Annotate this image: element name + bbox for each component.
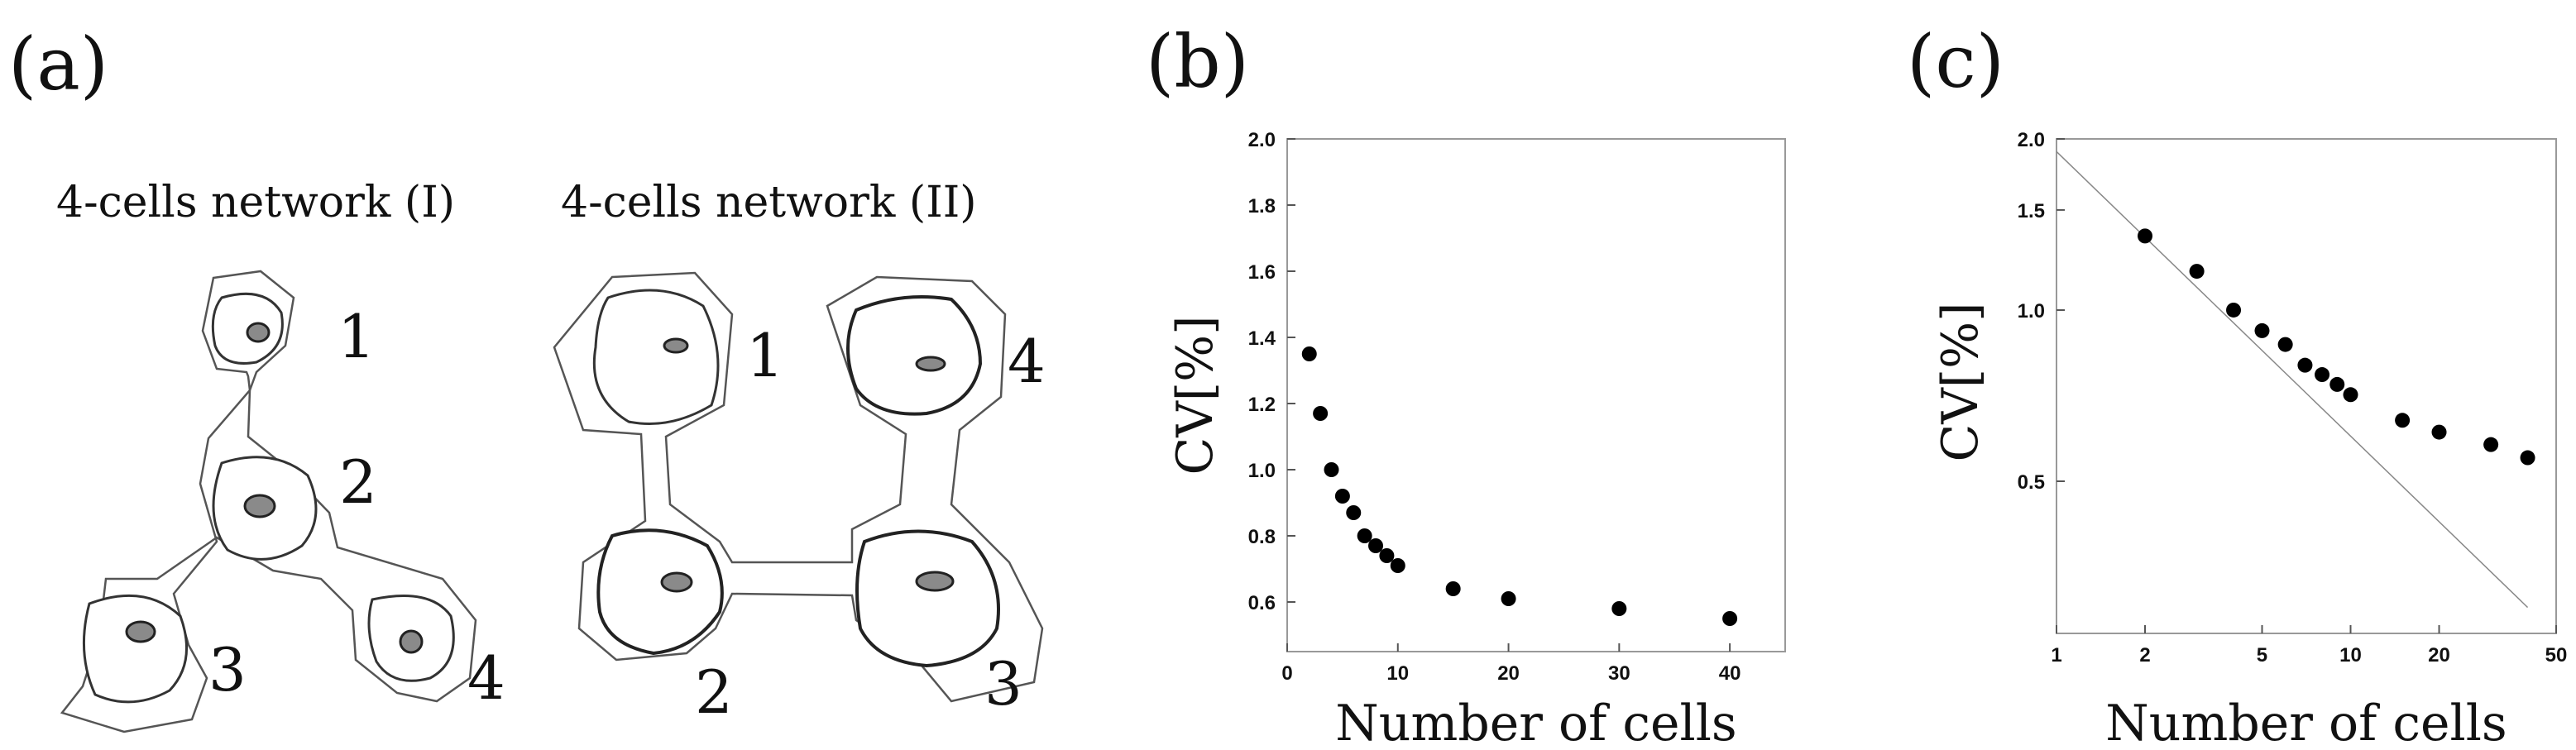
cell-1-membrane bbox=[592, 289, 720, 425]
chart-c-y-title: CV[%] bbox=[1932, 302, 1989, 461]
x-tick-label: 10 bbox=[1386, 662, 1409, 685]
chart-c-x-title: Number of cells bbox=[2105, 695, 2507, 750]
y-tick-label: 1.0 bbox=[1248, 460, 1276, 482]
data-point bbox=[1501, 591, 1516, 606]
x-tick-label: 40 bbox=[1719, 662, 1741, 685]
x-tick-label: 2 bbox=[2139, 644, 2150, 666]
chart-b-x-title: Number of cells bbox=[1335, 695, 1736, 750]
chart-b: 0 10 20 30 40 0.6 0.8 1.0 1.2 1.4 1.6 1.8 2.0 Numbe… bbox=[1166, 129, 1786, 750]
chart-c-series bbox=[2138, 228, 2535, 466]
cell-2-nucleus bbox=[243, 494, 276, 518]
x-tick-label: 20 bbox=[2428, 644, 2450, 666]
cell-3-nucleus bbox=[915, 571, 955, 592]
cell-3-number: 3 bbox=[208, 635, 247, 705]
y-tick-label: 0.5 bbox=[2018, 471, 2045, 494]
data-point bbox=[2431, 424, 2447, 440]
panel-a-label: (a) bbox=[8, 21, 108, 107]
y-tick-label: 0.8 bbox=[1248, 526, 1276, 548]
data-point bbox=[2395, 413, 2411, 428]
chart-b-series bbox=[1301, 346, 1738, 626]
cell-1-number: 1 bbox=[338, 302, 376, 371]
data-point bbox=[1324, 462, 1339, 477]
cell-1-number: 1 bbox=[746, 321, 784, 390]
chart-c-frame bbox=[2056, 138, 2557, 634]
cell-4-nucleus bbox=[399, 629, 424, 654]
cell-2-membrane bbox=[596, 528, 724, 656]
cell-2-nucleus bbox=[660, 571, 693, 593]
chart-c-x-axis: 1 2 5 10 20 50 bbox=[2051, 625, 2567, 666]
cell-3-number: 3 bbox=[984, 649, 1022, 719]
network-2: 4-cells network (II) 1 4 2 3 bbox=[553, 178, 1046, 727]
data-point bbox=[1301, 346, 1317, 361]
y-tick-label: 1.2 bbox=[1248, 394, 1276, 416]
y-tick-label: 1.5 bbox=[2018, 200, 2045, 222]
x-tick-label: 0 bbox=[1281, 662, 1292, 685]
data-point bbox=[1722, 611, 1738, 626]
data-point bbox=[2520, 450, 2535, 466]
chart-b-y-title: CV[%] bbox=[1166, 315, 1224, 475]
data-point bbox=[1334, 489, 1350, 504]
cell-4-nucleus bbox=[915, 356, 946, 372]
chart-b-y-axis: 0.6 0.8 1.0 1.2 1.4 1.6 1.8 2.0 bbox=[1248, 129, 1295, 614]
y-tick-label: 1.4 bbox=[1248, 327, 1276, 350]
cell-1-nucleus bbox=[663, 337, 689, 354]
cell-2-number: 2 bbox=[695, 657, 733, 727]
y-tick-label: 2.0 bbox=[1248, 129, 1276, 151]
y-tick-label: 1.0 bbox=[2018, 300, 2045, 322]
cell-1-nucleus bbox=[246, 322, 271, 343]
y-tick-label: 1.6 bbox=[1248, 261, 1276, 284]
data-point bbox=[2343, 387, 2358, 403]
data-point bbox=[1379, 548, 1395, 563]
data-point bbox=[1357, 528, 1372, 543]
network-1: 4-cells network (I) 1 2 3 4 bbox=[56, 178, 505, 733]
data-point bbox=[1346, 505, 1362, 520]
cell-3-membrane bbox=[855, 529, 1000, 668]
cell-4-number: 4 bbox=[467, 643, 505, 713]
data-point bbox=[1611, 601, 1627, 616]
chart-c-y-axis: 0.5 1.0 1.5 2.0 bbox=[2018, 129, 2065, 494]
data-point bbox=[2189, 264, 2205, 279]
chart-c-reference-line bbox=[2056, 150, 2529, 609]
data-point bbox=[2329, 376, 2345, 392]
panel-b-label: (b) bbox=[1146, 19, 1249, 104]
data-point bbox=[2138, 228, 2153, 244]
data-point bbox=[2226, 302, 2242, 318]
data-point bbox=[1390, 558, 1405, 573]
cell-3-nucleus bbox=[125, 620, 156, 643]
chart-b-x-axis: 0 10 20 30 40 bbox=[1281, 643, 1740, 685]
cell-4-membrane bbox=[846, 295, 983, 416]
network-1-title: 4-cells network (I) bbox=[56, 178, 455, 227]
data-point bbox=[2483, 437, 2499, 452]
cell-4-number: 4 bbox=[1008, 327, 1046, 396]
chart-c: 1 2 5 10 20 50 0.5 1.0 1.5 2.0 Number of cells C… bbox=[1932, 129, 2567, 750]
cell-3-membrane bbox=[83, 594, 189, 704]
data-point bbox=[2277, 337, 2293, 352]
x-tick-label: 10 bbox=[2339, 644, 2362, 666]
data-point bbox=[2315, 367, 2330, 383]
y-tick-label: 1.8 bbox=[1248, 195, 1276, 217]
x-tick-label: 30 bbox=[1608, 662, 1630, 685]
data-point bbox=[1313, 406, 1329, 421]
data-point bbox=[1445, 581, 1461, 596]
y-tick-label: 0.6 bbox=[1248, 592, 1276, 614]
panel-c-label: (c) bbox=[1907, 19, 2004, 104]
x-tick-label: 20 bbox=[1497, 662, 1520, 685]
x-tick-label: 50 bbox=[2545, 644, 2568, 666]
data-point bbox=[2254, 322, 2270, 338]
chart-b-frame bbox=[1286, 138, 1786, 652]
data-point bbox=[2297, 357, 2313, 373]
x-tick-label: 5 bbox=[2257, 644, 2267, 666]
network-2-title: 4-cells network (II) bbox=[561, 178, 977, 227]
cell-2-number: 2 bbox=[339, 447, 377, 517]
y-tick-label: 2.0 bbox=[2018, 129, 2045, 151]
data-point bbox=[1368, 538, 1384, 553]
x-tick-label: 1 bbox=[2051, 644, 2061, 666]
